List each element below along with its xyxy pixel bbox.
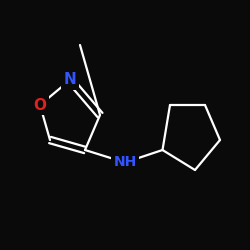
Text: O: O [34, 98, 46, 112]
Text: NH: NH [114, 156, 136, 170]
Text: N: N [64, 72, 76, 88]
